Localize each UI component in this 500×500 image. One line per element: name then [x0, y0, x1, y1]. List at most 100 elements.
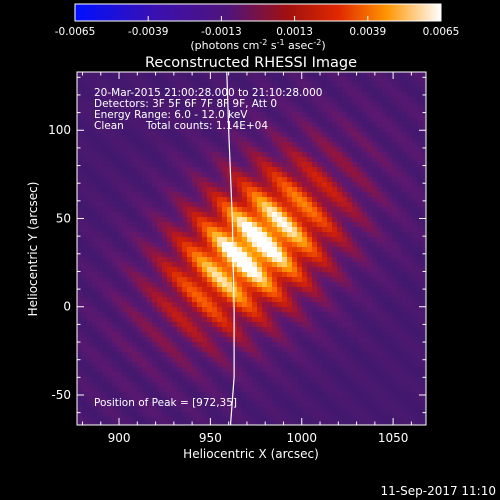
heatmap-cell [262, 302, 268, 308]
heatmap-cell [207, 352, 213, 358]
heatmap-cell [287, 372, 293, 378]
heatmap-cell [102, 397, 108, 403]
heatmap-cell [332, 102, 338, 108]
heatmap-cell [252, 282, 258, 288]
heatmap-cell [207, 347, 213, 353]
heatmap-cell [302, 262, 308, 268]
heatmap-cell [182, 147, 188, 153]
heatmap-cell [392, 312, 398, 318]
heatmap-cell [312, 102, 318, 108]
heatmap-cell [192, 342, 198, 348]
heatmap-cell [157, 257, 163, 263]
heatmap-cell [197, 187, 203, 193]
heatmap-cell [92, 152, 98, 158]
heatmap-cell [182, 397, 188, 403]
heatmap-cell [182, 87, 188, 93]
heatmap-cell [297, 332, 303, 338]
heatmap-cell [262, 247, 268, 253]
heatmap-cell [282, 232, 288, 238]
heatmap-cell [252, 202, 258, 208]
heatmap-cell [137, 142, 143, 148]
heatmap-cell [257, 202, 263, 208]
heatmap-cell [347, 367, 353, 373]
heatmap-cell [197, 302, 203, 308]
heatmap-cell [312, 382, 318, 388]
heatmap-cell [142, 372, 148, 378]
heatmap-cell [352, 117, 358, 123]
heatmap-cell [347, 337, 353, 343]
heatmap-cell [162, 197, 168, 203]
heatmap-cell [272, 392, 278, 398]
heatmap-cell [262, 342, 268, 348]
heatmap-cell [292, 197, 298, 203]
heatmap-cell [332, 237, 338, 243]
heatmap-cell [372, 382, 378, 388]
heatmap-cell [162, 262, 168, 268]
heatmap-cell [137, 247, 143, 253]
heatmap-cell [192, 402, 198, 408]
heatmap-cell [192, 107, 198, 113]
heatmap-cell [407, 367, 413, 373]
heatmap-cell [337, 222, 343, 228]
heatmap-cell [172, 357, 178, 363]
heatmap-cell [147, 287, 153, 293]
heatmap-cell [237, 347, 243, 353]
heatmap-cell [92, 287, 98, 293]
heatmap-cell [312, 137, 318, 143]
heatmap-cell [372, 357, 378, 363]
heatmap-cell [427, 102, 433, 108]
heatmap-cell [102, 202, 108, 208]
heatmap-cell [172, 77, 178, 83]
heatmap-cell [297, 72, 303, 78]
heatmap-cell [317, 337, 323, 343]
heatmap-cell [267, 162, 273, 168]
heatmap-cell [317, 392, 323, 398]
heatmap-cell [102, 177, 108, 183]
heatmap-cell [397, 172, 403, 178]
heatmap-cell [337, 417, 343, 423]
heatmap-cell [347, 92, 353, 98]
heatmap-cell [202, 317, 208, 323]
heatmap-cell [337, 342, 343, 348]
heatmap-cell [317, 397, 323, 403]
heatmap-cell [187, 147, 193, 153]
heatmap-cell [352, 362, 358, 368]
heatmap-cell [257, 182, 263, 188]
heatmap-cell [147, 387, 153, 393]
heatmap-cell [287, 182, 293, 188]
heatmap-cell [122, 342, 128, 348]
heatmap-cell [207, 242, 213, 248]
heatmap-cell [402, 157, 408, 163]
heatmap-cell [252, 382, 258, 388]
heatmap-cell [87, 402, 93, 408]
heatmap-cell [202, 217, 208, 223]
heatmap-cell [357, 107, 363, 113]
heatmap-cell [302, 287, 308, 293]
heatmap-cell [122, 152, 128, 158]
heatmap-cell [422, 107, 426, 113]
heatmap-cell [347, 332, 353, 338]
heatmap-cell [277, 377, 283, 383]
heatmap-cell [382, 307, 388, 313]
heatmap-cell [97, 122, 103, 128]
heatmap-cell [107, 277, 113, 283]
heatmap-cell [292, 142, 298, 148]
heatmap-cell [317, 322, 323, 328]
heatmap-cell [107, 147, 113, 153]
heatmap-cell [137, 207, 143, 213]
heatmap-cell [302, 202, 308, 208]
heatmap-cell [117, 177, 123, 183]
heatmap-cell [397, 242, 403, 248]
heatmap-cell [142, 307, 148, 313]
heatmap-cell [242, 407, 248, 413]
heatmap-cell [122, 92, 128, 98]
heatmap-cell [142, 147, 148, 153]
heatmap-cell [372, 252, 378, 258]
heatmap-cell [247, 337, 253, 343]
heatmap-cell [147, 412, 153, 418]
heatmap-cell [232, 247, 238, 253]
heatmap-cell [387, 397, 393, 403]
heatmap-cell [232, 377, 238, 383]
heatmap-cell [167, 167, 173, 173]
heatmap-cell [132, 362, 138, 368]
